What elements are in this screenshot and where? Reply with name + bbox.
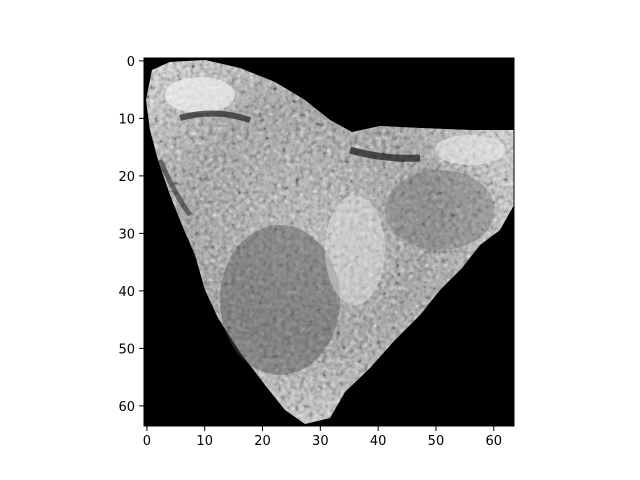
y-tick-label: 10 xyxy=(118,112,135,127)
y-axis: 0 10 20 30 40 50 60 xyxy=(118,55,144,415)
tissue-region xyxy=(146,60,514,424)
x-tick-label: 60 xyxy=(485,434,502,449)
x-tick-label: 30 xyxy=(312,434,329,449)
x-tick-label: 20 xyxy=(254,434,271,449)
y-tick-label: 30 xyxy=(118,227,135,242)
x-tick-label: 0 xyxy=(143,434,151,449)
axes-frame xyxy=(143,57,515,427)
x-axis: 0 10 20 30 40 50 60 xyxy=(143,426,502,449)
y-tick-label: 40 xyxy=(118,285,135,300)
x-tick-label: 10 xyxy=(196,434,213,449)
y-tick-label: 20 xyxy=(118,170,135,185)
y-tick-label: 0 xyxy=(127,55,135,70)
image-plot-area xyxy=(144,58,514,426)
x-tick-label: 40 xyxy=(370,434,387,449)
x-tick-label: 50 xyxy=(428,434,445,449)
y-tick-label: 50 xyxy=(118,342,135,357)
y-tick-label: 60 xyxy=(118,400,135,415)
